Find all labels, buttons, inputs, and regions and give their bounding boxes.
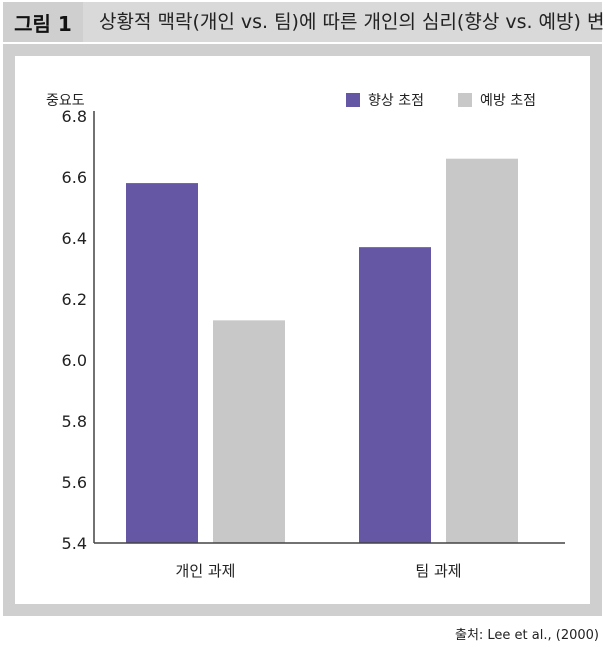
legend-swatch-promotion (346, 93, 360, 107)
figure-title: 상황적 맥락(개인 vs. 팀)에 따른 개인의 심리(향상 vs. 예방) 변… (99, 11, 605, 33)
figure-header: 그림 1 상황적 맥락(개인 vs. 팀)에 따른 개인의 심리(향상 vs. … (3, 2, 605, 42)
legend-label-promotion: 향상 초점 (368, 93, 424, 109)
chart-panel: 중요도 5.4 5.6 5.8 6.0 6.2 6.4 6.6 6.8 개인 과제 팀 과제 향상 초… (15, 56, 590, 604)
bar-promotion-individual (126, 183, 198, 543)
figure-label: 그림 1 (3, 2, 83, 42)
bar-prevention-individual (213, 320, 285, 543)
bar-chart: 중요도 5.4 5.6 5.8 6.0 6.2 6.4 6.6 6.8 개인 과제 팀 과제 향상 초… (46, 93, 565, 580)
y-tick-label-1: 5.6 (62, 473, 87, 492)
y-tick-label-0: 5.4 (62, 534, 87, 553)
legend-swatch-prevention (458, 93, 472, 107)
legend-label-prevention: 예방 초점 (480, 93, 536, 109)
y-tick-label-2: 5.8 (62, 412, 87, 431)
bar-prevention-team (446, 158, 518, 543)
bar-promotion-team (359, 247, 431, 543)
source-citation: 출처: Lee et al., (2000) (454, 628, 599, 643)
y-tick-label-4: 6.2 (62, 290, 87, 309)
y-tick-label-3: 6.0 (62, 351, 87, 370)
y-tick-label-7: 6.8 (62, 107, 87, 126)
y-tick-label-6: 6.6 (62, 168, 87, 187)
y-axis-title: 중요도 (46, 93, 85, 109)
x-category-label-1: 팀 과제 (415, 562, 461, 580)
y-tick-label-5: 6.4 (62, 229, 87, 248)
x-category-label-0: 개인 과제 (176, 562, 236, 580)
